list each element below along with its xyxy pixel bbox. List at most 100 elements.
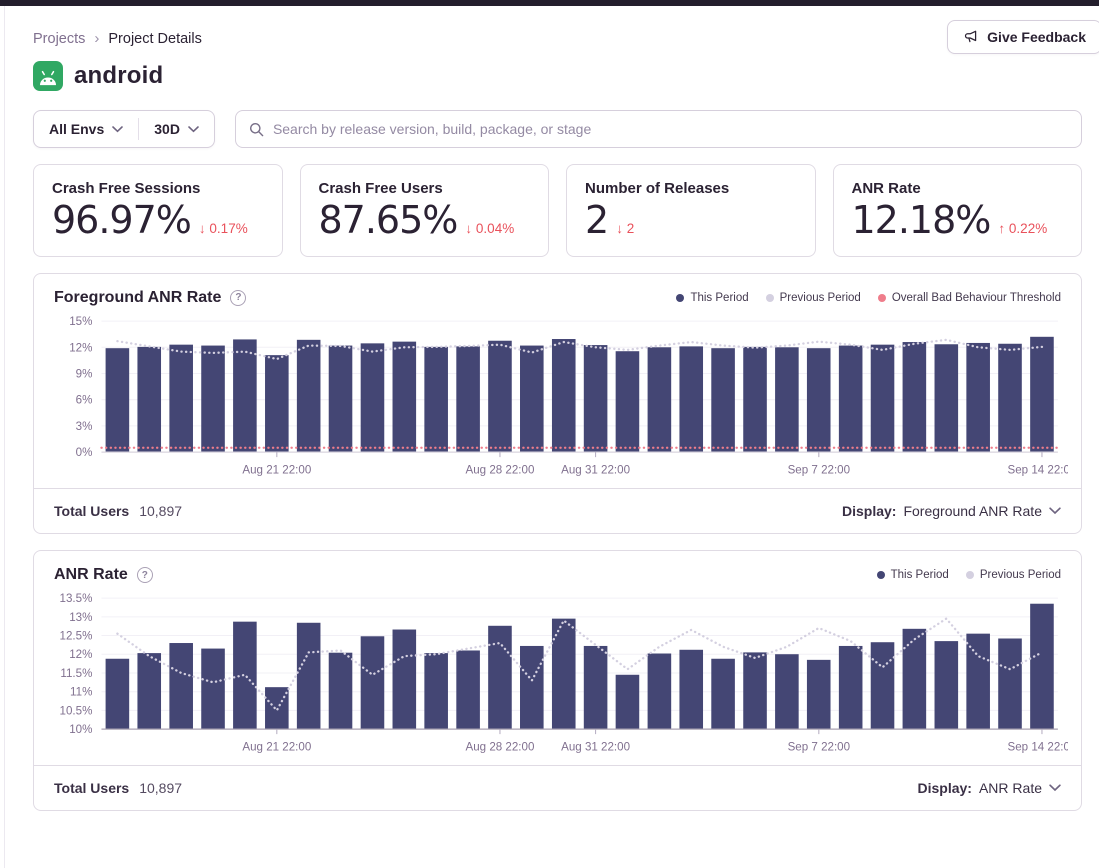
panel-title: Foreground ANR Rate xyxy=(54,288,222,306)
search-icon xyxy=(249,122,264,137)
stat-label: Crash Free Sessions xyxy=(52,180,201,197)
help-icon[interactable]: ? xyxy=(230,289,247,306)
total-users: Total Users 10,897 xyxy=(54,503,182,519)
arrow-down-icon: ↓ xyxy=(198,221,206,236)
legend-dot-icon xyxy=(676,293,685,302)
legend-item[interactable]: Overall Bad Behaviour Threshold xyxy=(877,292,1061,304)
megaphone-icon xyxy=(963,29,979,45)
svg-text:13%: 13% xyxy=(69,612,92,624)
anr-rate-chart[interactable]: 10% 10.5% 11% 11.5% 12% 12.5% 13% 13.5% Aug 21 2… xyxy=(47,588,1068,765)
svg-text:Aug 28 22:00: Aug 28 22:00 xyxy=(466,741,535,753)
stat-card-number-of-releases: Number of Releases 2 ↓ 2 xyxy=(566,164,816,257)
chart-legend: This Period Previous Period Overall Bad Be… xyxy=(676,292,1061,304)
stat-delta: ↓ 0.04% xyxy=(465,221,515,236)
legend-dot-icon xyxy=(765,293,774,302)
stat-delta: ↑ 0.22% xyxy=(998,221,1048,236)
stat-value: 87.65% xyxy=(318,198,459,242)
svg-text:3%: 3% xyxy=(76,421,93,433)
x-axis-labels: Aug 21 22:00 Aug 28 22:00 Aug 31 22:00 Sep … xyxy=(242,451,1068,476)
stat-value: 2 xyxy=(585,198,609,242)
svg-text:Aug 31 22:00: Aug 31 22:00 xyxy=(561,464,630,476)
sidebar-edge-divider xyxy=(4,6,5,868)
bars-this-period[interactable] xyxy=(105,336,1054,452)
stat-value: 12.18% xyxy=(851,198,992,242)
svg-text:Aug 21 22:00: Aug 21 22:00 xyxy=(242,464,311,476)
legend-dot-icon xyxy=(876,571,885,580)
give-feedback-button[interactable]: Give Feedback xyxy=(947,20,1099,54)
stat-label: Crash Free Users xyxy=(318,180,443,197)
x-axis-labels: Aug 21 22:00 Aug 28 22:00 Aug 31 22:00 Sep … xyxy=(242,729,1068,753)
svg-text:Aug 28 22:00: Aug 28 22:00 xyxy=(466,464,535,476)
environment-selector-label: All Envs xyxy=(49,121,105,137)
svg-text:11.5%: 11.5% xyxy=(60,668,92,680)
display-selector[interactable]: Display: ANR Rate xyxy=(918,780,1062,796)
page-title: android xyxy=(74,62,164,89)
dotted-overlay-lines xyxy=(116,617,1044,713)
stat-card-anr-rate: ANR Rate 12.18% ↑ 0.22% xyxy=(832,164,1082,257)
android-platform-icon xyxy=(33,61,63,91)
y-axis-labels: 10% 10.5% 11% 11.5% 12% 12.5% 13% 13.5% xyxy=(60,593,93,736)
arrow-up-icon: ↑ xyxy=(998,221,1006,236)
project-details-page: Projects › Project Details Give Feedback… xyxy=(0,6,1099,812)
total-users-label: Total Users xyxy=(54,780,130,797)
foreground-anr-rate-chart[interactable]: 0%3%6%9%12%15%Aug 21 22:00 Aug 28 22:00 Au… xyxy=(47,311,1068,488)
svg-text:Sep 14 22:00: Sep 14 22:00 xyxy=(1008,464,1068,476)
total-users-label: Total Users xyxy=(54,503,130,520)
pill-divider xyxy=(138,118,140,140)
display-label: Display: xyxy=(917,780,972,797)
display-value: Foreground ANR Rate xyxy=(903,503,1042,520)
svg-text:10%: 10% xyxy=(69,724,92,736)
display-selector[interactable]: Display: Foreground ANR Rate xyxy=(842,503,1061,519)
dotted-overlay-lines xyxy=(100,338,1060,449)
svg-text:9%: 9% xyxy=(76,368,93,380)
chart-legend: This Period Previous Period xyxy=(876,569,1061,581)
stat-label: ANR Rate xyxy=(851,180,921,197)
legend-item[interactable]: This Period xyxy=(676,292,749,304)
gridlines xyxy=(101,597,1058,730)
help-icon[interactable]: ? xyxy=(136,567,153,584)
date-range-selector[interactable]: 30D xyxy=(139,111,214,147)
stat-label: Number of Releases xyxy=(585,180,730,197)
total-users: Total Users 10,897 xyxy=(54,780,182,796)
anr-rate-panel: ANR Rate ? This Period Previous Period 10… xyxy=(33,550,1082,812)
svg-text:6%: 6% xyxy=(76,394,93,406)
chevron-down-icon xyxy=(1049,784,1061,792)
top-bar xyxy=(0,0,1099,6)
svg-text:0%: 0% xyxy=(76,447,93,459)
svg-text:10.5%: 10.5% xyxy=(60,705,93,717)
breadcrumb: Projects › Project Details xyxy=(33,30,202,47)
release-search-box[interactable] xyxy=(234,110,1082,148)
svg-text:13.5%: 13.5% xyxy=(60,593,93,605)
chevron-down-icon xyxy=(112,125,124,133)
svg-text:12%: 12% xyxy=(69,342,92,354)
legend-item[interactable]: Previous Period xyxy=(965,569,1061,581)
svg-text:Aug 31 22:00: Aug 31 22:00 xyxy=(561,741,630,753)
bars-this-period[interactable] xyxy=(105,603,1054,730)
stat-value: 96.97% xyxy=(52,198,192,242)
display-label: Display: xyxy=(842,503,897,520)
breadcrumb-current-page: Project Details xyxy=(108,30,202,47)
breadcrumb-separator-icon: › xyxy=(94,30,100,47)
svg-text:12.5%: 12.5% xyxy=(60,631,93,643)
legend-item[interactable]: This Period xyxy=(876,569,949,581)
svg-text:Sep 14 22:00: Sep 14 22:00 xyxy=(1008,741,1068,753)
foreground-anr-rate-panel: Foreground ANR Rate ? This Period Previou… xyxy=(33,272,1082,535)
svg-text:15%: 15% xyxy=(69,316,92,328)
give-feedback-label: Give Feedback xyxy=(987,29,1086,45)
legend-item[interactable]: Previous Period xyxy=(765,292,861,304)
svg-text:Sep 7 22:00: Sep 7 22:00 xyxy=(788,464,850,476)
display-value: ANR Rate xyxy=(978,780,1042,797)
svg-text:Aug 21 22:00: Aug 21 22:00 xyxy=(242,741,311,753)
date-range-selector-label: 30D xyxy=(154,121,180,137)
breadcrumb-projects-link[interactable]: Projects xyxy=(33,30,86,47)
total-users-value: 10,897 xyxy=(139,503,183,520)
svg-text:Sep 7 22:00: Sep 7 22:00 xyxy=(788,741,850,753)
filter-pill-group: All Envs 30D xyxy=(33,110,215,148)
arrow-down-icon: ↓ xyxy=(616,221,623,236)
search-input[interactable] xyxy=(272,121,1068,137)
panel-title: ANR Rate xyxy=(54,566,128,584)
environment-selector[interactable]: All Envs xyxy=(34,111,138,147)
stat-delta: ↓ 0.17% xyxy=(198,221,248,236)
legend-dot-icon xyxy=(965,571,974,580)
svg-text:11%: 11% xyxy=(70,687,92,699)
